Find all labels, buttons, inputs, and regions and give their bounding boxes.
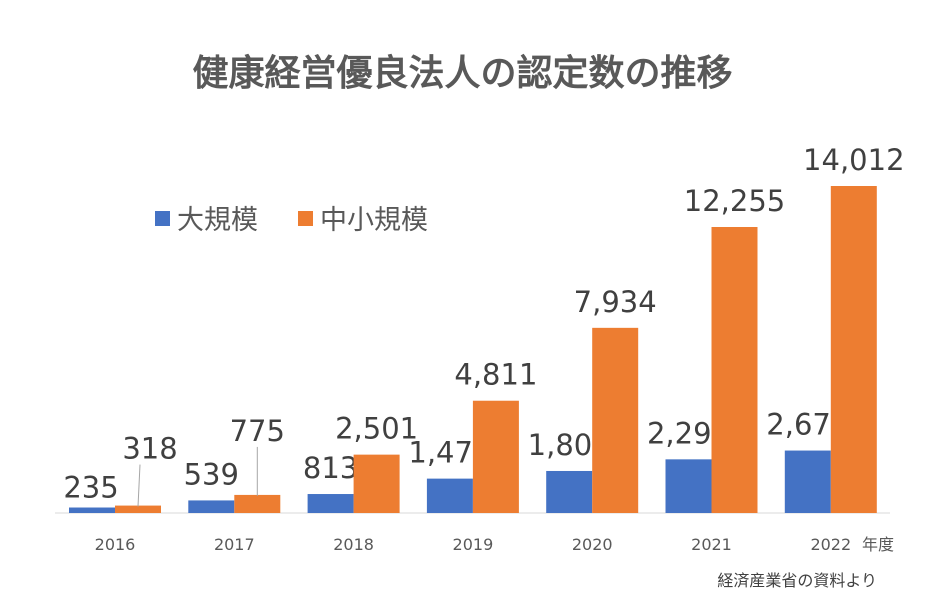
bar-large-2021: [665, 459, 712, 513]
x-tick-label: 2019: [453, 535, 494, 554]
bar-large-2019: [426, 478, 473, 513]
bar-large-2020: [546, 470, 593, 513]
bar-sme-2021: [711, 227, 758, 513]
source-note: 経済産業省の資料より: [717, 571, 877, 590]
leader-line: [137, 464, 141, 507]
data-label: 12,255: [684, 184, 785, 218]
x-tick-label: 2018: [333, 535, 374, 554]
chart-title: 健康経営優良法人の認定数の推移: [192, 53, 733, 94]
data-label: 813: [303, 451, 358, 485]
x-tick-label: 2016: [95, 535, 136, 554]
bar-large-2018: [307, 494, 354, 513]
bar-sme-2016: [115, 505, 161, 513]
x-tick-label: 2017: [214, 535, 255, 554]
data-label: 2,501: [335, 412, 418, 446]
bar-sme-2018: [353, 454, 400, 513]
data-label: 14,012: [803, 143, 904, 177]
legend-label: 大規模: [177, 205, 258, 236]
x-tick-label: 2021: [691, 535, 732, 554]
data-label: 7,934: [574, 285, 657, 319]
bar-large-2017: [188, 500, 235, 513]
data-label: 775: [230, 414, 285, 448]
data-label: 235: [63, 471, 118, 505]
bar-sme-2022: [830, 186, 877, 513]
legend-label: 中小規模: [320, 205, 428, 236]
bar-sme-2019: [472, 400, 519, 513]
data-label: 4,811: [454, 358, 537, 392]
data-label: 539: [184, 457, 239, 491]
data-label: 318: [122, 432, 177, 466]
legend-swatch: [298, 211, 313, 226]
bar-sme-2020: [592, 327, 639, 513]
bar-large-2016: [69, 507, 115, 513]
bar-sme-2017: [234, 494, 281, 513]
x-tick-label: 2020: [572, 535, 613, 554]
x-tick-label: 2022: [810, 535, 851, 554]
legend-swatch: [155, 211, 170, 226]
bar-large-2022: [784, 450, 831, 513]
x-axis-label: 年度: [862, 535, 894, 554]
